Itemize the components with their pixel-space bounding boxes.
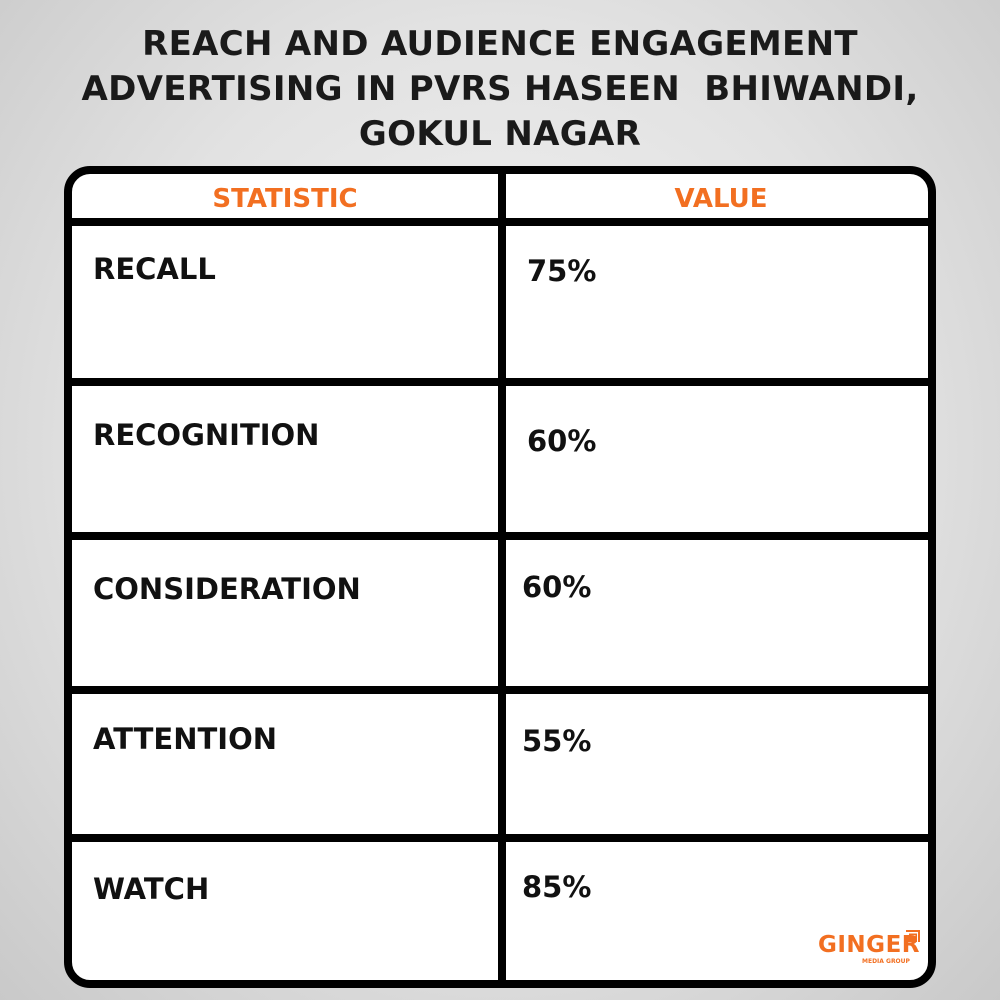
row-value: 60% <box>522 570 592 604</box>
page-title: REACH AND AUDIENCE ENGAGEMENT ADVERTISIN… <box>0 22 1000 157</box>
row-statistic: RECALL <box>93 252 216 286</box>
logo-mark-icon <box>906 930 920 942</box>
row-value: 85% <box>522 870 592 904</box>
ginger-logo: GINGER MEDIA GROUP <box>818 930 920 965</box>
row-statistic: ATTENTION <box>93 722 277 756</box>
row-statistic: RECOGNITION <box>93 418 320 452</box>
row-value: 55% <box>522 724 592 758</box>
statistics-table: STATISTIC VALUE RECALL 75% RECOGNITION 6… <box>64 166 936 988</box>
logo-subtitle: MEDIA GROUP <box>862 958 910 965</box>
row-divider <box>72 218 928 226</box>
row-value: 75% <box>527 254 597 288</box>
title-line-2: ADVERTISING IN PVRS HASEEN BHIWANDI, <box>81 69 919 109</box>
row-divider <box>72 834 928 842</box>
row-divider <box>72 378 928 386</box>
row-statistic: WATCH <box>93 872 210 906</box>
row-value: 60% <box>527 424 597 458</box>
header-value: VALUE <box>674 184 768 214</box>
row-divider <box>72 686 928 694</box>
row-divider <box>72 532 928 540</box>
logo-name: GINGER <box>818 932 920 958</box>
title-line-3: GOKUL NAGAR <box>358 114 642 154</box>
row-statistic: CONSIDERATION <box>93 572 361 606</box>
header-statistic: STATISTIC <box>212 184 358 214</box>
title-line-1: REACH AND AUDIENCE ENGAGEMENT <box>142 24 858 64</box>
column-divider <box>498 174 506 980</box>
